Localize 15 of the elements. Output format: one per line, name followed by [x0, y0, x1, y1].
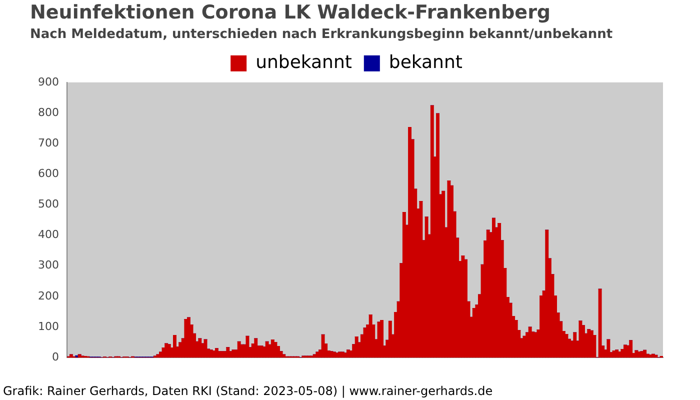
- y-tick-label: 300: [38, 258, 59, 272]
- y-tick-label: 100: [38, 320, 59, 333]
- chart-subtitle: Nach Meldedatum, unterschieden nach Erkrankungsbeginn bekannt/unbekannt: [30, 26, 613, 42]
- y-tick-label: 600: [38, 166, 59, 180]
- chart-title: Neuinfektionen Corona LK Waldeck-Frankenberg: [30, 1, 551, 24]
- y-tick-label: 900: [38, 75, 59, 88]
- y-tick-label: 200: [38, 289, 59, 302]
- y-tick-label: 500: [38, 198, 59, 211]
- y-tick-label: 800: [38, 106, 59, 119]
- legend-label: unbekannt: [256, 52, 352, 74]
- legend-label: bekannt: [388, 52, 462, 74]
- y-tick-label: 400: [38, 228, 59, 242]
- y-tick-label: 700: [38, 136, 59, 150]
- text: Grafik: Rainer Gerhards, Daten RKI (Stand: 2023-05-08) | www.rainer-gerhards.de: [3, 384, 493, 398]
- y-tick-label: 0: [52, 350, 59, 364]
